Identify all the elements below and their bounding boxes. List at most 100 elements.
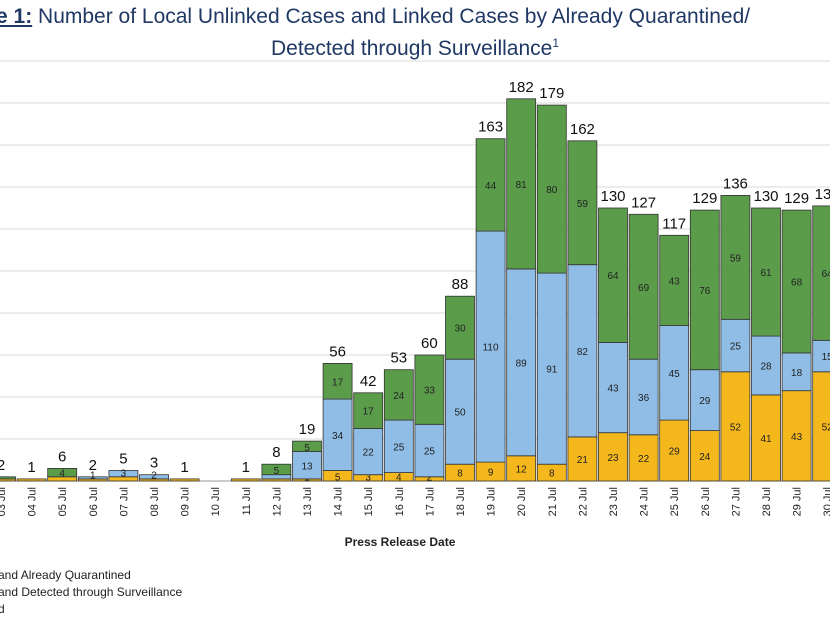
bar-segment	[475, 230, 506, 463]
segment-label: 59	[730, 253, 742, 264]
total-label: 130	[600, 188, 625, 205]
x-tick-label: 08 Jul	[149, 487, 161, 516]
segment-label: 22	[363, 448, 375, 459]
bar-segment	[598, 432, 628, 482]
segment-label: 61	[760, 268, 772, 279]
bar-segment	[475, 138, 506, 232]
bar-segment	[139, 474, 169, 480]
bar-segment	[659, 325, 690, 421]
segment-label: 24	[393, 391, 405, 402]
bar-segment	[628, 213, 659, 360]
bar-segment	[781, 390, 812, 482]
bar-segment	[47, 467, 78, 478]
segment-label: 17	[363, 407, 375, 418]
total-label: 2	[89, 457, 97, 474]
legend-item-quarantined: and Already Quarantined	[0, 568, 131, 582]
segment-label: 5	[335, 473, 341, 484]
x-tick-label: 13 Jul	[302, 487, 314, 516]
total-label: 182	[509, 79, 534, 96]
segment-label: 43	[791, 432, 803, 443]
segment-label: 8	[457, 469, 463, 480]
total-label: 3	[150, 455, 158, 472]
bar-segment	[445, 295, 475, 360]
bar-segment	[536, 104, 567, 274]
segment-label: 64	[822, 269, 830, 280]
segment-label: 45	[669, 369, 681, 380]
segment-label: 5	[274, 466, 280, 477]
total-label: 42	[360, 373, 377, 390]
segment-label: 13	[301, 461, 313, 472]
bar-segment	[751, 394, 781, 482]
segment-label: 52	[822, 422, 830, 433]
bar-segment	[689, 369, 720, 432]
total-label: 8	[272, 444, 280, 461]
segment-label: 89	[516, 358, 528, 369]
bar-segment	[445, 358, 475, 465]
bar-segment	[383, 369, 414, 421]
segment-label: 3	[365, 473, 371, 484]
total-label: 162	[570, 121, 595, 138]
segment-label: 15	[822, 352, 830, 363]
bar-segment	[0, 476, 16, 480]
total-label: 179	[539, 85, 564, 102]
segment-label: 1	[90, 470, 96, 481]
x-tick-label: 07 Jul	[118, 487, 130, 516]
segment-label: 21	[577, 455, 589, 466]
total-label: 130	[753, 188, 778, 205]
x-tick-label: 04 Jul	[27, 487, 39, 516]
segment-label: 24	[699, 452, 711, 463]
total-label: 129	[784, 190, 809, 207]
legend-item-surveillance: and Detected through Surveillance	[0, 585, 183, 599]
bar-segment	[261, 463, 292, 476]
bar-segment	[659, 234, 690, 327]
x-tick-label: 22 Jul	[577, 487, 589, 516]
total-label: 5	[119, 451, 127, 468]
bar-segment	[16, 478, 47, 482]
total-label: 129	[692, 190, 717, 207]
segment-label: 91	[546, 365, 558, 376]
segment-label: 36	[638, 393, 650, 404]
segment-label: 29	[699, 396, 711, 407]
segment-label: 82	[577, 347, 589, 358]
x-axis-label: Press Release Date	[344, 535, 456, 549]
x-tick-label: 16 Jul	[394, 487, 406, 516]
total-label: 1	[242, 459, 250, 476]
bar-segment	[506, 268, 537, 457]
x-tick-label: 25 Jul	[669, 487, 681, 516]
x-tick-label: 05 Jul	[57, 487, 69, 516]
bar-segment	[414, 354, 445, 425]
x-tick-label: 24 Jul	[639, 487, 651, 516]
segment-label: 2	[151, 470, 157, 481]
bar-segment	[322, 362, 353, 400]
title-text-1: Number of Local Unlinked Cases and Linke…	[32, 5, 751, 28]
bar-segment	[536, 272, 567, 465]
x-tick-label: 19 Jul	[486, 487, 498, 516]
bar-segment	[628, 434, 659, 482]
x-tick-label: 18 Jul	[455, 487, 467, 516]
title-prefix: e 1:	[0, 5, 33, 28]
total-label: 117	[662, 215, 686, 232]
segment-label: 59	[577, 199, 589, 210]
bar-segment	[169, 478, 200, 482]
total-label: 136	[723, 175, 748, 192]
total-label: 1	[180, 459, 188, 476]
title-text-2: Detected through Surveillance	[270, 37, 553, 60]
bar-segment	[383, 419, 414, 474]
bar-segment	[353, 428, 384, 476]
bar-segment	[720, 194, 751, 320]
x-tick-label: 14 Jul	[333, 487, 345, 516]
segment-label: 5	[304, 443, 310, 454]
segment-label: 18	[791, 368, 803, 379]
total-label: 127	[631, 194, 656, 211]
total-label: 163	[478, 119, 503, 136]
bar-segment	[292, 440, 322, 453]
x-tick-label: 15 Jul	[363, 487, 375, 516]
segment-label: 50	[454, 408, 466, 419]
total-label: 6	[58, 448, 66, 465]
bar-segment	[659, 419, 690, 482]
bar-segment	[230, 478, 261, 482]
title-line-2: Detected through Surveillance1	[0, 30, 830, 62]
total-label: 53	[390, 350, 407, 367]
x-tick-label: 11 Jul	[241, 487, 253, 516]
